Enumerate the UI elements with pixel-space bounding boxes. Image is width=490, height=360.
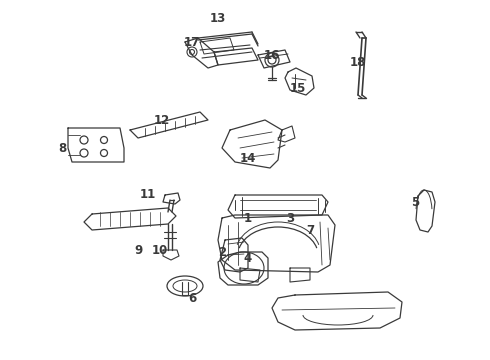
Text: 2: 2	[218, 246, 226, 258]
Text: 5: 5	[411, 195, 419, 208]
Text: 11: 11	[140, 188, 156, 201]
Text: 13: 13	[210, 12, 226, 24]
Text: 6: 6	[188, 292, 196, 305]
Text: 7: 7	[306, 224, 314, 237]
Text: 17: 17	[184, 36, 200, 49]
Text: 8: 8	[58, 141, 66, 154]
Text: 3: 3	[286, 212, 294, 225]
Text: 4: 4	[244, 252, 252, 265]
Text: 1: 1	[244, 212, 252, 225]
Text: 10: 10	[152, 243, 168, 257]
Text: 16: 16	[264, 49, 280, 62]
Text: 9: 9	[134, 243, 142, 257]
Text: 14: 14	[240, 152, 256, 165]
Text: 15: 15	[290, 81, 306, 95]
Text: 18: 18	[350, 55, 366, 68]
Text: 12: 12	[154, 113, 170, 126]
